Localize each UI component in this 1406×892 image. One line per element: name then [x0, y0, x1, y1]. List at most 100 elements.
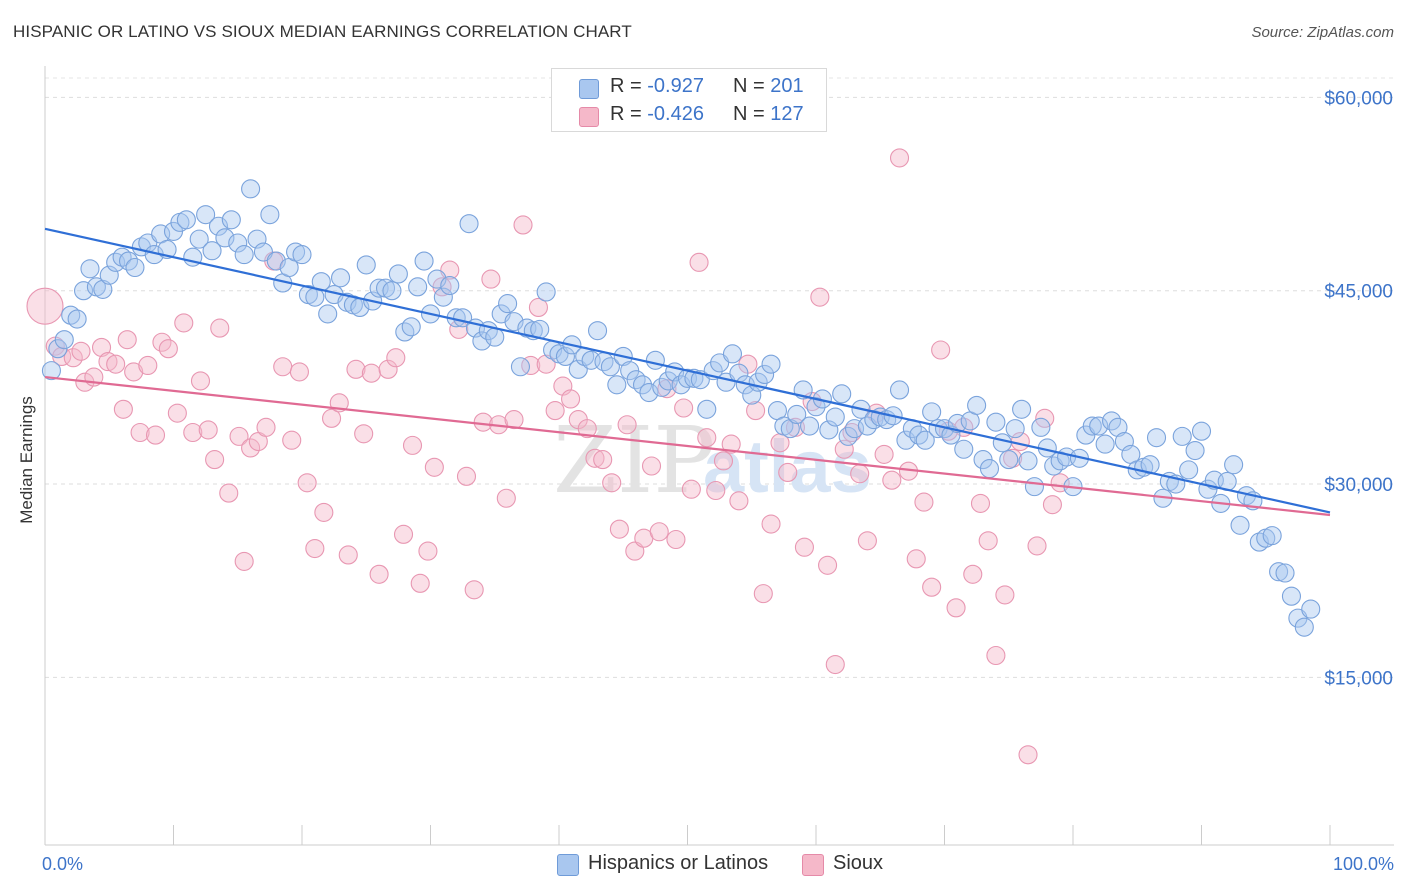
hispanic-points: [41, 179, 1321, 637]
sioux-point: [256, 417, 276, 437]
hispanic-point: [395, 322, 415, 342]
sioux-point: [545, 401, 565, 421]
sioux-point: [641, 456, 662, 476]
sioux-point: [963, 564, 983, 584]
sioux-point: [721, 434, 741, 454]
hispanic-point: [626, 370, 646, 390]
hispanic-point: [607, 375, 627, 395]
hispanic-point: [1012, 399, 1032, 419]
hispanic-point: [1185, 440, 1205, 461]
sioux-point: [818, 555, 838, 575]
sioux-point: [689, 252, 709, 272]
sioux-point: [1018, 745, 1038, 765]
sioux-point: [593, 450, 613, 470]
sioux-point: [113, 399, 133, 419]
hispanic-point: [93, 279, 113, 299]
sioux-point: [219, 483, 239, 503]
sioux-point: [424, 457, 444, 477]
sioux-point: [922, 577, 942, 597]
hispanic-point: [922, 402, 942, 422]
legend-row-hispanic: R = -0.927 N = 201: [552, 72, 826, 102]
hispanic-point: [755, 364, 775, 385]
hispanic-point: [1146, 428, 1167, 448]
y-tick-label: $30,000: [1324, 475, 1393, 496]
sioux-point: [585, 448, 605, 468]
hispanic-point: [41, 361, 61, 381]
sioux-point: [229, 426, 249, 446]
sioux-point: [1042, 495, 1062, 515]
sioux-points: [26, 148, 1070, 765]
source-credit: Source: ZipAtlas.com: [1251, 24, 1394, 41]
sioux-point: [513, 215, 533, 235]
sioux-point: [681, 479, 701, 499]
hispanic-point: [780, 419, 800, 439]
hispanic-point: [1018, 451, 1038, 471]
sioux-point: [361, 363, 381, 383]
sioux-point: [609, 519, 629, 539]
sioux-point: [205, 450, 225, 470]
sioux-point: [496, 488, 516, 508]
sioux-point: [889, 148, 910, 168]
sioux-point: [418, 541, 438, 561]
sioux-point: [410, 573, 430, 593]
sioux-point: [946, 598, 966, 618]
hispanic-point: [221, 210, 241, 230]
hispanic-trend-line: [44, 227, 1331, 514]
sioux-point: [761, 514, 781, 534]
hispanic-point: [1269, 562, 1289, 582]
sioux-point: [386, 348, 406, 368]
y-axis-label: Median Earnings: [17, 396, 36, 524]
sioux-point: [106, 354, 126, 374]
sioux-point: [882, 470, 902, 490]
hispanic-point: [54, 330, 74, 350]
hispanic-point: [1095, 434, 1115, 454]
hispanic-point: [761, 354, 781, 374]
sioux-point: [198, 420, 218, 440]
sioux-point: [183, 422, 203, 443]
hispanic-point: [838, 426, 858, 446]
sioux-point: [338, 545, 358, 565]
hispanic-point: [825, 407, 845, 427]
sioux-point: [995, 585, 1015, 605]
hispanic-point: [414, 251, 434, 271]
hispanic-point: [440, 275, 460, 296]
sioux-point: [456, 466, 477, 486]
sioux-point: [713, 451, 734, 471]
sioux-point: [354, 424, 374, 444]
sioux-point: [369, 564, 389, 584]
hispanic-point: [215, 228, 235, 248]
sioux-point: [810, 287, 830, 307]
legend-row-sioux: R = -0.426 N = 127: [552, 100, 826, 130]
hispanic-point: [1031, 417, 1051, 437]
sioux-point: [504, 410, 524, 430]
hispanic-point: [1301, 599, 1321, 619]
hispanic-point: [485, 327, 505, 347]
hispanic-point: [67, 309, 87, 329]
hispanic-point: [234, 245, 254, 265]
hispanic-point: [979, 459, 1000, 479]
sioux-trend-line: [44, 375, 1331, 517]
sioux-point: [825, 654, 845, 675]
hispanic-point: [1275, 563, 1295, 583]
hispanic-point: [176, 210, 196, 230]
chart-title: HISPANIC OR LATINO VS SIOUX MEDIAN EARNI…: [13, 22, 632, 41]
hispanic-point: [915, 430, 935, 450]
hispanic-point: [697, 399, 717, 419]
sioux-point: [402, 435, 423, 455]
x-tick-left: 0.0%: [42, 854, 83, 874]
hispanic-point: [806, 397, 826, 417]
hispanic-point: [1005, 419, 1025, 439]
hispanic-point: [645, 350, 665, 370]
hispanic-point: [356, 255, 376, 275]
sioux-point: [697, 428, 717, 448]
hispanic-point: [555, 346, 575, 366]
y-tick-label: $15,000: [1324, 668, 1393, 689]
sioux-point: [167, 403, 187, 423]
legend-n: N = 127: [733, 103, 804, 125]
hispanic-point: [1294, 617, 1314, 637]
hispanic-point: [388, 264, 408, 284]
y-tick-label: $45,000: [1324, 282, 1393, 303]
legend-n: N = 201: [733, 75, 804, 97]
hispanic-point: [632, 375, 653, 395]
sioux-point: [1027, 536, 1047, 556]
